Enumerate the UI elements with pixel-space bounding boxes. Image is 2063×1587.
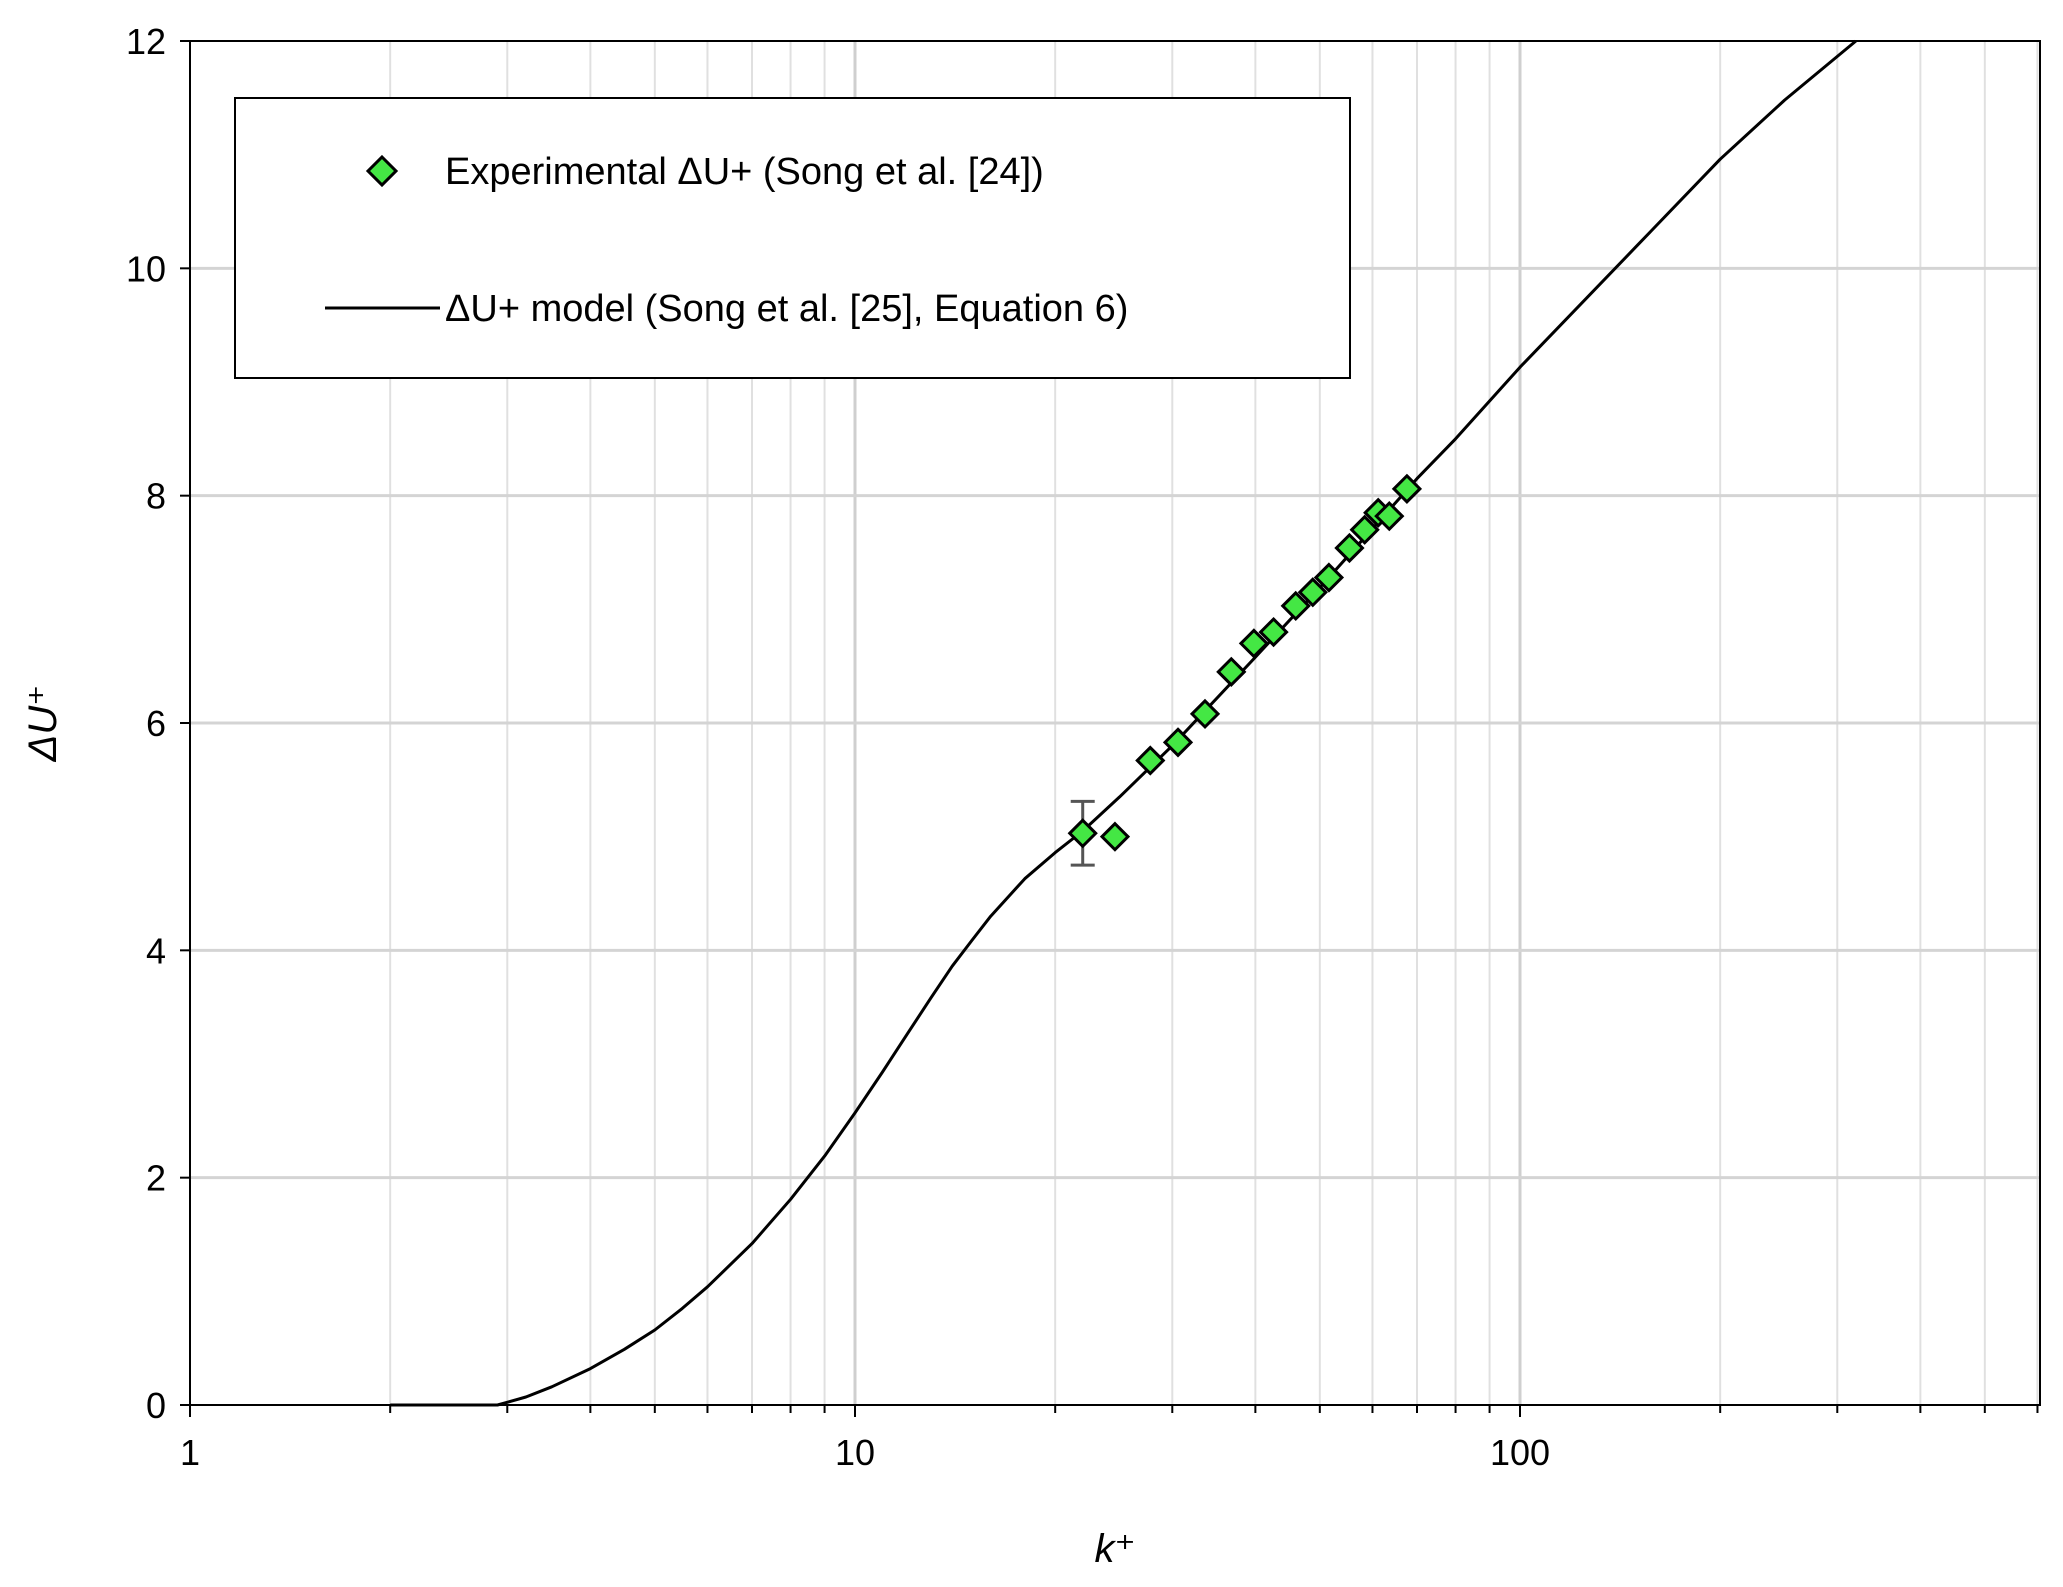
data-point [1313, 562, 1345, 593]
legend-label-model: ΔU+ model (Song et al. [25], Equation 6) [445, 288, 1128, 330]
data-point [1216, 656, 1247, 687]
model-curve-layer [390, 39, 1857, 1407]
y-tick-label: 12 [126, 21, 166, 62]
data-point [1238, 628, 1270, 659]
y-tick-label: 10 [126, 248, 166, 289]
legend-marker-diamond [365, 154, 399, 188]
y-tick-label: 4 [146, 930, 166, 971]
data-point [1280, 590, 1311, 622]
y-tick-label: 6 [146, 703, 166, 744]
data-point [1349, 514, 1380, 545]
data-point [1334, 532, 1365, 564]
data-point [1297, 577, 1328, 608]
data-point [1189, 698, 1221, 730]
data-point [1162, 727, 1194, 758]
legend-box [234, 97, 1351, 379]
x-tick-label: 1 [180, 1432, 200, 1473]
legend: Experimental ΔU+ (Song et al. [24]) ΔU+ … [234, 97, 1351, 379]
data-point [1099, 821, 1131, 852]
data-point [1135, 745, 1166, 776]
y-tick-label: 0 [146, 1385, 166, 1426]
y-axis-title: ΔU⁺ [21, 685, 65, 763]
y-tick-label: 8 [146, 476, 166, 517]
tick-label-layer: 0 2 4 6 8 10 12 1 10 100 [126, 21, 2039, 1473]
legend-label-experimental: Experimental ΔU+ (Song et al. [24]) [445, 151, 1044, 193]
data-point [1374, 501, 1405, 532]
model-curve [390, 39, 1857, 1407]
y-tick-label: 2 [146, 1158, 166, 1199]
marker-layer [1067, 473, 1423, 852]
data-point [1391, 473, 1423, 504]
data-point [1258, 616, 1289, 648]
x-axis-title: k⁺ [1094, 1527, 1135, 1571]
x-tick-label: 10 [835, 1432, 875, 1473]
x-tick-label: 100 [1490, 1432, 1550, 1473]
data-point [1067, 818, 1098, 849]
